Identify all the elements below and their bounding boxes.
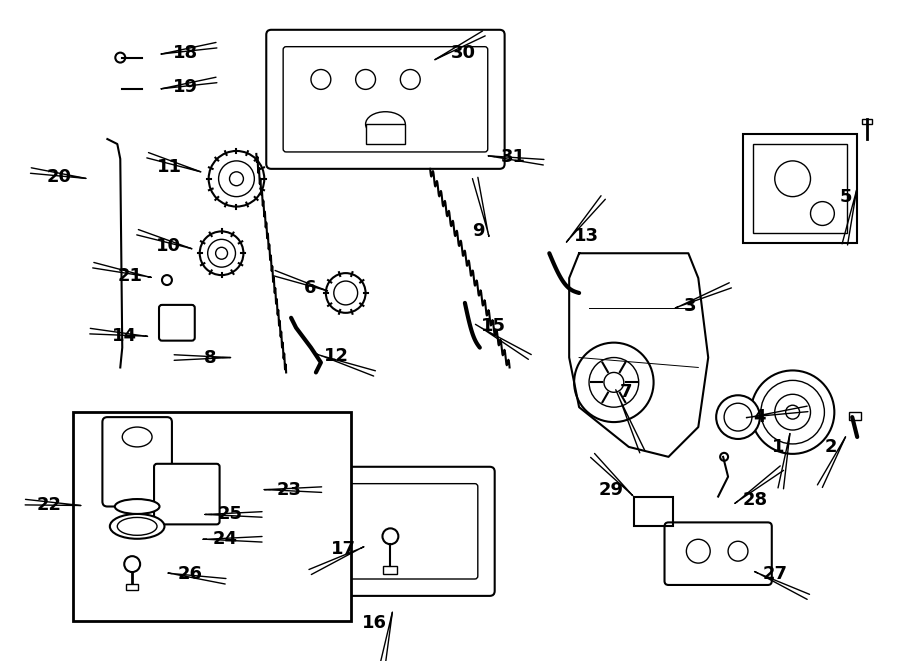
Circle shape xyxy=(311,69,331,89)
Text: 11: 11 xyxy=(157,158,182,176)
Text: 28: 28 xyxy=(743,490,768,508)
Text: 19: 19 xyxy=(173,79,198,97)
Text: 13: 13 xyxy=(574,227,599,245)
Text: 4: 4 xyxy=(753,408,765,426)
Circle shape xyxy=(760,380,824,444)
FancyBboxPatch shape xyxy=(284,47,488,152)
Text: 22: 22 xyxy=(37,496,62,514)
FancyBboxPatch shape xyxy=(664,522,772,585)
Text: 16: 16 xyxy=(363,613,387,632)
Bar xyxy=(850,412,861,420)
Text: 24: 24 xyxy=(212,530,238,548)
Circle shape xyxy=(775,394,811,430)
Circle shape xyxy=(216,247,228,259)
Circle shape xyxy=(208,239,236,267)
FancyBboxPatch shape xyxy=(306,467,495,596)
Text: 12: 12 xyxy=(324,346,349,365)
Circle shape xyxy=(334,281,357,305)
Text: 9: 9 xyxy=(472,222,485,241)
Text: 17: 17 xyxy=(330,540,356,558)
Text: 31: 31 xyxy=(500,148,526,166)
FancyBboxPatch shape xyxy=(266,30,505,169)
Ellipse shape xyxy=(365,112,405,137)
Circle shape xyxy=(230,172,243,186)
Circle shape xyxy=(219,161,255,196)
Circle shape xyxy=(589,358,639,407)
Polygon shape xyxy=(569,253,708,457)
Text: 3: 3 xyxy=(683,297,696,315)
Circle shape xyxy=(716,395,760,439)
Circle shape xyxy=(115,53,125,63)
Text: 20: 20 xyxy=(47,168,72,186)
Ellipse shape xyxy=(115,499,159,514)
Ellipse shape xyxy=(122,427,152,447)
Circle shape xyxy=(811,202,834,225)
Text: 23: 23 xyxy=(276,481,302,498)
Bar xyxy=(743,134,857,243)
Text: 26: 26 xyxy=(178,565,202,583)
Circle shape xyxy=(326,273,365,313)
Text: 1: 1 xyxy=(772,438,785,456)
FancyBboxPatch shape xyxy=(159,305,194,340)
Text: 29: 29 xyxy=(598,481,624,498)
Ellipse shape xyxy=(117,518,157,535)
Circle shape xyxy=(200,231,243,275)
Text: 6: 6 xyxy=(303,279,316,297)
Bar xyxy=(365,124,405,144)
Circle shape xyxy=(720,453,728,461)
Circle shape xyxy=(775,161,811,196)
Circle shape xyxy=(786,405,799,419)
Circle shape xyxy=(356,69,375,89)
Bar xyxy=(126,584,139,590)
Bar xyxy=(73,412,351,621)
Text: 15: 15 xyxy=(481,317,506,334)
Circle shape xyxy=(751,370,834,454)
Circle shape xyxy=(124,556,140,572)
Circle shape xyxy=(382,528,399,544)
Circle shape xyxy=(604,372,624,392)
Circle shape xyxy=(728,541,748,561)
Text: 30: 30 xyxy=(451,44,476,61)
Bar xyxy=(753,144,847,233)
Text: 8: 8 xyxy=(204,348,217,367)
Bar xyxy=(383,566,398,574)
Bar xyxy=(634,496,673,526)
Text: 10: 10 xyxy=(156,237,181,255)
Text: 21: 21 xyxy=(117,267,142,285)
Text: 14: 14 xyxy=(112,327,137,344)
Text: 7: 7 xyxy=(620,383,633,401)
Text: 2: 2 xyxy=(824,438,837,456)
Circle shape xyxy=(162,275,172,285)
Circle shape xyxy=(724,403,751,431)
Circle shape xyxy=(209,151,265,207)
Circle shape xyxy=(400,69,420,89)
Circle shape xyxy=(574,342,653,422)
FancyBboxPatch shape xyxy=(103,417,172,506)
Circle shape xyxy=(687,539,710,563)
Text: 27: 27 xyxy=(763,565,788,583)
Ellipse shape xyxy=(110,514,165,539)
FancyBboxPatch shape xyxy=(323,484,478,579)
Text: 25: 25 xyxy=(218,506,243,524)
Text: 18: 18 xyxy=(173,44,198,61)
FancyBboxPatch shape xyxy=(154,464,220,524)
Text: 5: 5 xyxy=(840,188,852,206)
Bar xyxy=(862,119,872,124)
